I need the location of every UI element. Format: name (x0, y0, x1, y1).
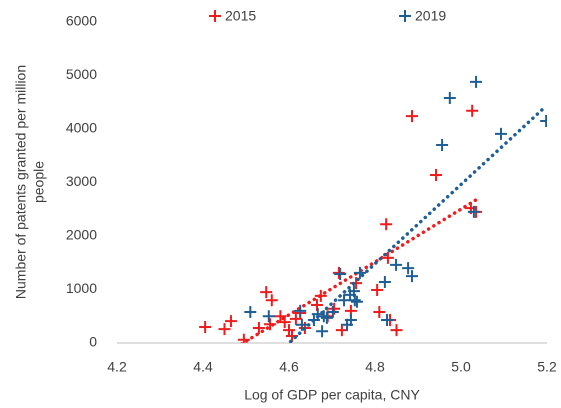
y-tick-label: 4000 (66, 120, 97, 136)
legend-label: 2015 (225, 8, 256, 24)
point (344, 313, 357, 326)
x-tick-label: 5.2 (537, 359, 557, 375)
point (244, 305, 257, 318)
point (326, 305, 339, 318)
point (466, 104, 479, 117)
point (405, 110, 418, 123)
point (295, 318, 308, 331)
point (316, 325, 329, 338)
x-tick-label: 4.4 (193, 359, 213, 375)
point (260, 286, 273, 299)
y-axis-title: people (31, 161, 47, 203)
point (332, 266, 345, 279)
x-tick-label: 4.2 (107, 359, 127, 375)
point (378, 276, 391, 289)
point (405, 270, 418, 283)
point (381, 313, 394, 326)
legend-marker (399, 10, 411, 22)
point (402, 262, 415, 275)
point (262, 310, 275, 323)
point (371, 284, 384, 297)
point (390, 324, 403, 337)
point (390, 258, 403, 271)
trendline (239, 198, 478, 343)
point (334, 267, 347, 280)
point (338, 294, 351, 307)
y-tick-label: 5000 (66, 66, 97, 82)
x-tick-label: 5.0 (451, 359, 471, 375)
x-tick-label: 4.8 (365, 359, 385, 375)
point (335, 324, 348, 337)
y-tick-label: 1000 (66, 280, 97, 296)
trendline (286, 104, 547, 343)
point (252, 322, 265, 335)
point (350, 295, 363, 308)
y-tick-label: 0 (89, 334, 97, 350)
plot-area (199, 75, 547, 343)
x-tick-label: 4.6 (279, 359, 299, 375)
point (443, 91, 456, 104)
point (467, 205, 480, 218)
y-tick-label: 3000 (66, 173, 97, 189)
point (353, 266, 366, 279)
point (540, 114, 547, 127)
point (380, 218, 393, 231)
x-axis-title: Log of GDP per capita, CNY (244, 387, 420, 403)
y-axis-title: Number of patents granted per million (13, 65, 29, 299)
point (224, 315, 237, 328)
point (320, 311, 333, 324)
point (218, 323, 231, 336)
y-tick-label: 6000 (66, 13, 97, 29)
legend-marker (209, 10, 221, 22)
y-tick-label: 2000 (66, 227, 97, 243)
point (294, 304, 307, 317)
point (348, 294, 361, 307)
point (494, 127, 507, 140)
legend-label: 2019 (415, 8, 446, 24)
point (265, 294, 278, 307)
point (199, 320, 212, 333)
point (436, 139, 449, 152)
point (373, 305, 386, 318)
point (470, 75, 483, 88)
point (430, 169, 443, 182)
